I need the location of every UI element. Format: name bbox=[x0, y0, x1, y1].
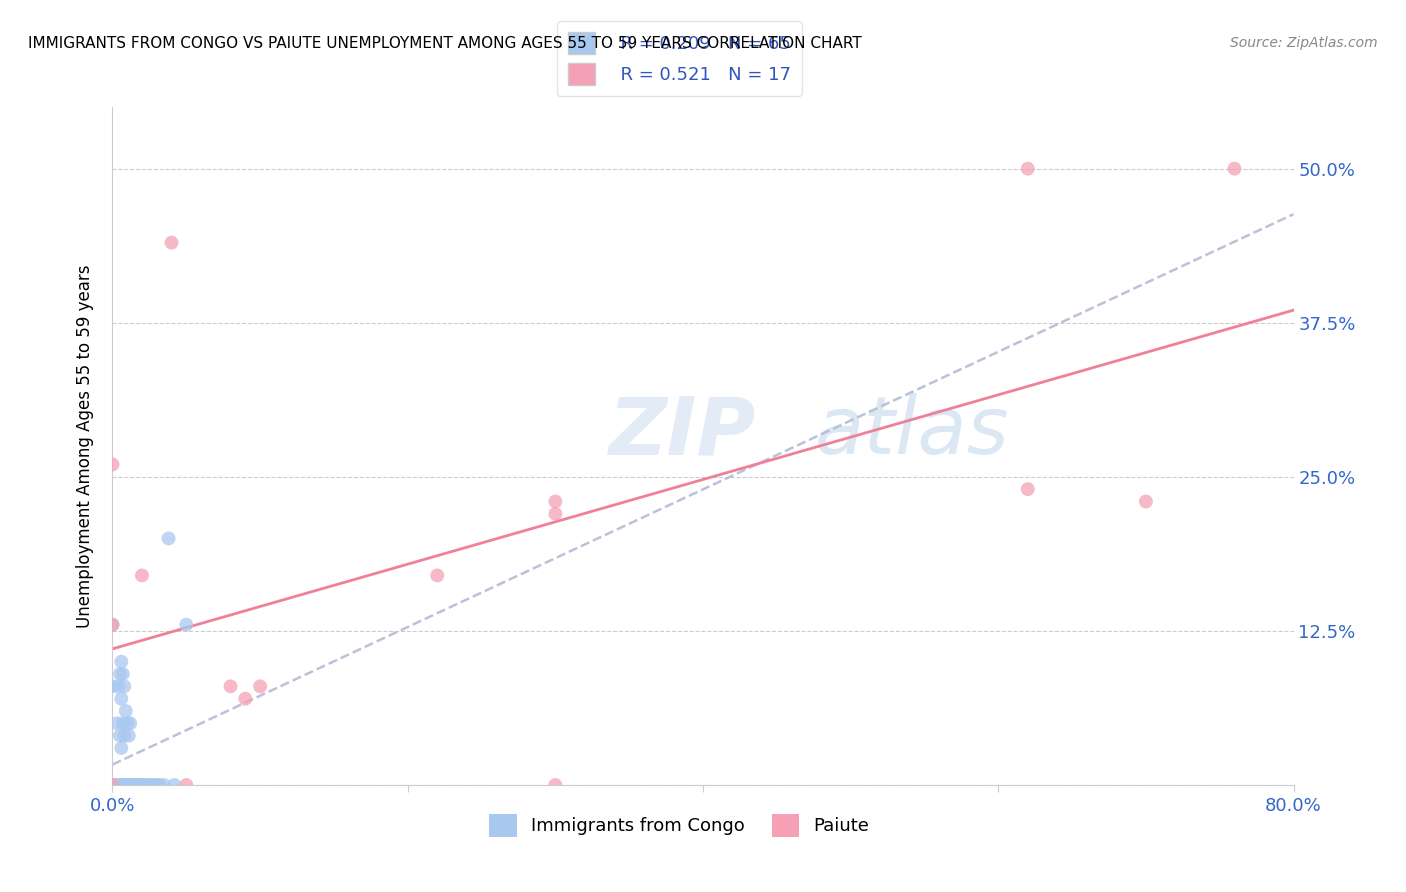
Point bbox=[249, 679, 271, 693]
Point bbox=[138, 778, 160, 792]
Point bbox=[1223, 161, 1246, 176]
Point bbox=[112, 679, 135, 693]
Point bbox=[108, 667, 131, 681]
Point bbox=[219, 679, 242, 693]
Point bbox=[544, 507, 567, 521]
Point bbox=[101, 778, 124, 792]
Point bbox=[101, 778, 124, 792]
Point bbox=[112, 778, 135, 792]
Point bbox=[101, 778, 124, 792]
Point bbox=[101, 778, 124, 792]
Point bbox=[101, 778, 124, 792]
Point bbox=[101, 679, 124, 693]
Point bbox=[117, 778, 138, 792]
Point bbox=[544, 778, 567, 792]
Point bbox=[112, 729, 135, 743]
Point bbox=[111, 778, 134, 792]
Point bbox=[157, 532, 180, 546]
Point bbox=[117, 716, 138, 731]
Point bbox=[120, 778, 142, 792]
Point bbox=[233, 691, 256, 706]
Point bbox=[174, 617, 197, 632]
Point bbox=[141, 778, 163, 792]
Point bbox=[111, 667, 134, 681]
Y-axis label: Unemployment Among Ages 55 to 59 years: Unemployment Among Ages 55 to 59 years bbox=[76, 264, 94, 628]
Point bbox=[101, 778, 124, 792]
Point bbox=[121, 778, 143, 792]
Point bbox=[114, 778, 136, 792]
Point bbox=[142, 778, 165, 792]
Point bbox=[101, 778, 124, 792]
Point bbox=[110, 655, 132, 669]
Point bbox=[110, 741, 132, 756]
Point bbox=[108, 729, 131, 743]
Point bbox=[544, 494, 567, 508]
Point bbox=[160, 235, 183, 250]
Point bbox=[101, 778, 124, 792]
Point bbox=[125, 778, 148, 792]
Point bbox=[134, 778, 156, 792]
Point bbox=[101, 458, 124, 472]
Point bbox=[101, 778, 124, 792]
Point bbox=[1017, 161, 1039, 176]
Point bbox=[101, 778, 124, 792]
Point bbox=[146, 778, 169, 792]
Point bbox=[1017, 482, 1039, 496]
Point bbox=[111, 716, 134, 731]
Text: IMMIGRANTS FROM CONGO VS PAIUTE UNEMPLOYMENT AMONG AGES 55 TO 59 YEARS CORRELATI: IMMIGRANTS FROM CONGO VS PAIUTE UNEMPLOY… bbox=[28, 36, 862, 51]
Point bbox=[174, 778, 197, 792]
Point bbox=[101, 778, 124, 792]
Point bbox=[101, 617, 124, 632]
Point bbox=[132, 778, 155, 792]
Point bbox=[124, 778, 146, 792]
Point bbox=[110, 778, 132, 792]
Point bbox=[149, 778, 172, 792]
Point bbox=[131, 568, 153, 582]
Point bbox=[101, 778, 124, 792]
Text: atlas: atlas bbox=[815, 393, 1010, 472]
Point bbox=[105, 778, 128, 792]
Point bbox=[105, 716, 128, 731]
Point bbox=[128, 778, 150, 792]
Point bbox=[101, 778, 124, 792]
Point bbox=[101, 778, 124, 792]
Point bbox=[110, 691, 132, 706]
Point bbox=[1135, 494, 1157, 508]
Point bbox=[120, 716, 142, 731]
Point bbox=[153, 778, 176, 792]
Point bbox=[129, 778, 152, 792]
Text: ZIP: ZIP bbox=[609, 393, 756, 472]
Point bbox=[101, 778, 124, 792]
Point bbox=[108, 778, 131, 792]
Point bbox=[107, 679, 129, 693]
Point bbox=[136, 778, 159, 792]
Point bbox=[107, 778, 129, 792]
Point bbox=[118, 778, 141, 792]
Point bbox=[114, 704, 136, 718]
Point bbox=[118, 729, 141, 743]
Point bbox=[122, 778, 145, 792]
Point bbox=[101, 778, 124, 792]
Point bbox=[131, 778, 153, 792]
Point bbox=[101, 617, 124, 632]
Point bbox=[101, 778, 124, 792]
Point bbox=[101, 778, 124, 792]
Text: Source: ZipAtlas.com: Source: ZipAtlas.com bbox=[1230, 36, 1378, 50]
Legend: Immigrants from Congo, Paiute: Immigrants from Congo, Paiute bbox=[482, 807, 876, 844]
Point bbox=[101, 778, 124, 792]
Point bbox=[426, 568, 449, 582]
Point bbox=[127, 778, 149, 792]
Point bbox=[163, 778, 186, 792]
